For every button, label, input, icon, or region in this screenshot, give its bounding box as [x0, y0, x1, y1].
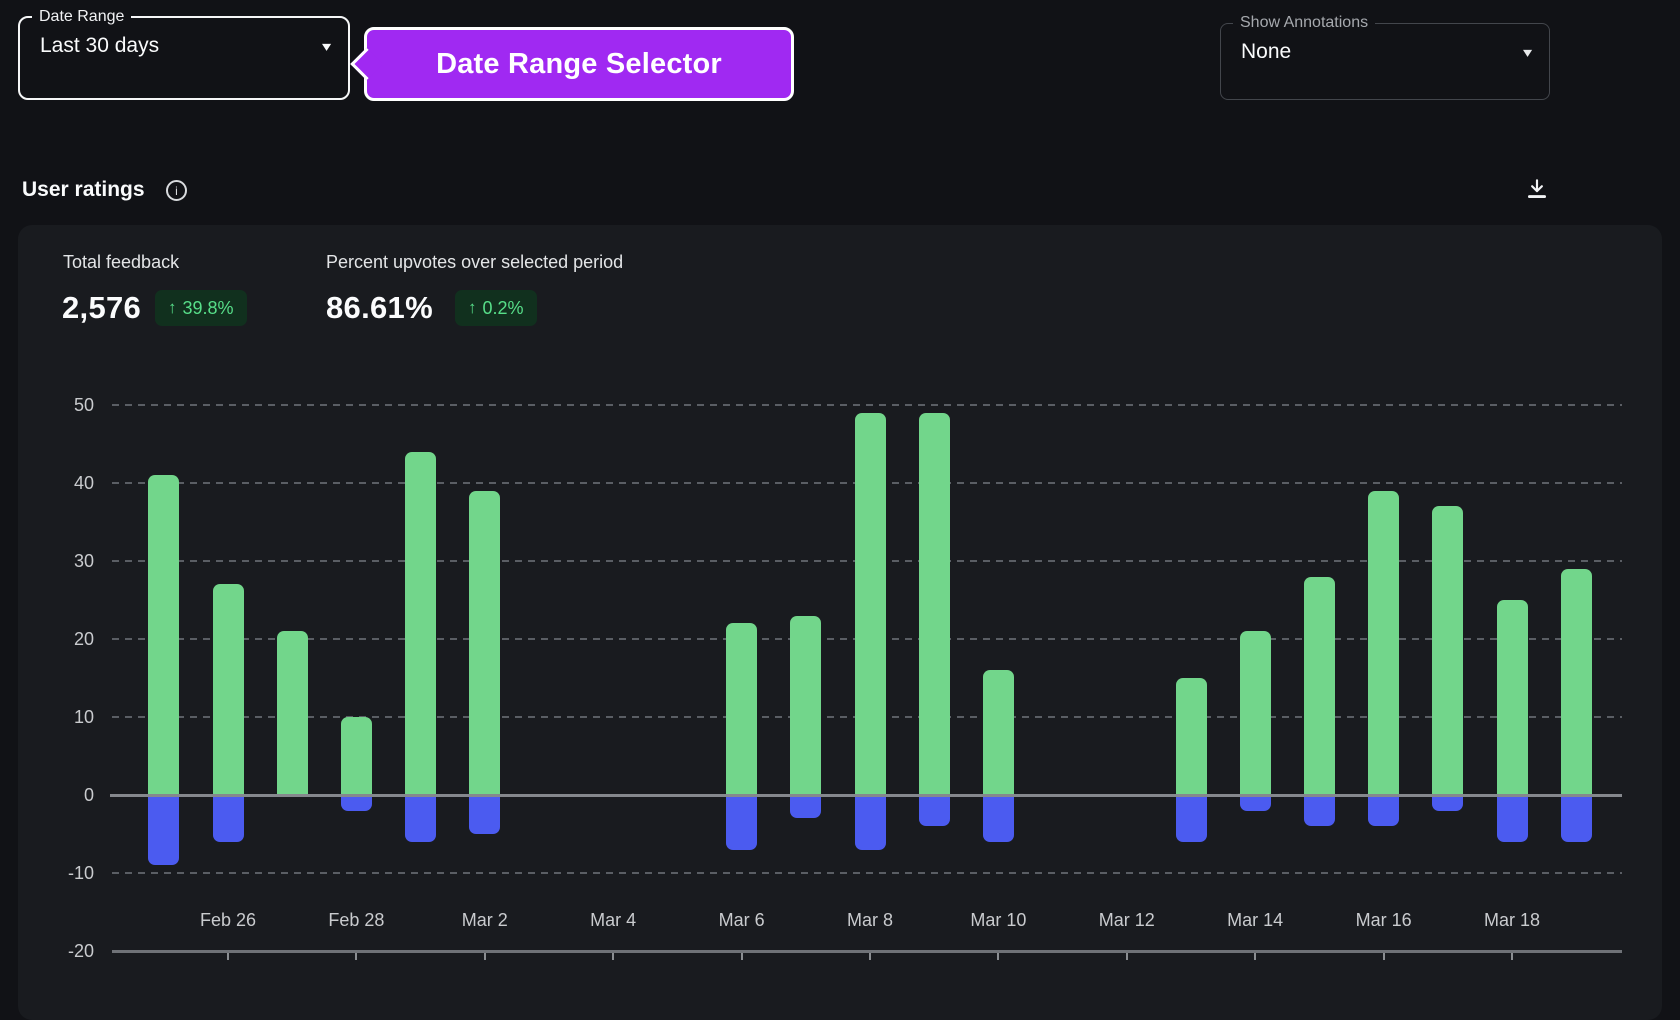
- bar-upvotes[interactable]: [212, 584, 244, 795]
- y-axis-label: -20: [67, 941, 94, 961]
- bar-downvotes[interactable]: [1496, 795, 1528, 842]
- bar-upvotes[interactable]: [854, 412, 886, 795]
- bar-downvotes[interactable]: [1175, 795, 1207, 842]
- percent-upvotes-delta-badge: ↑ 0.2%: [455, 290, 537, 326]
- percent-upvotes-label: Percent upvotes over selected period: [326, 252, 624, 272]
- bar-upvotes[interactable]: [1175, 678, 1207, 795]
- x-axis-tick: [1125, 953, 1128, 960]
- arrow-up-icon: ↑: [168, 298, 177, 317]
- y-axis-label: 50: [73, 395, 94, 415]
- bar-downvotes[interactable]: [854, 795, 886, 850]
- x-axis-label: Mar 6: [718, 910, 765, 930]
- bar-downvotes[interactable]: [469, 795, 501, 834]
- date-range-row[interactable]: Last 30 days ▾: [20, 26, 348, 74]
- x-axis-tick: [1382, 953, 1385, 960]
- y-axis-label: 10: [73, 707, 94, 727]
- x-axis-label: Feb 26: [199, 910, 257, 930]
- callout-left-arrow-icon: [350, 47, 383, 81]
- x-axis-tick: [612, 953, 615, 960]
- bar-upvotes[interactable]: [982, 670, 1014, 795]
- download-icon[interactable]: [1524, 176, 1550, 202]
- page-title: User ratings: [22, 178, 145, 201]
- bar-downvotes[interactable]: [1432, 795, 1464, 811]
- x-axis-label: Mar 10: [970, 910, 1027, 930]
- bar-upvotes[interactable]: [469, 490, 501, 795]
- x-axis-tick: [740, 953, 743, 960]
- x-axis-label: Mar 4: [590, 910, 637, 930]
- bar-upvotes[interactable]: [148, 475, 180, 795]
- y-axis-label: 20: [73, 629, 94, 649]
- x-axis-tick: [1254, 953, 1257, 960]
- x-axis-tick: [227, 953, 229, 960]
- show-annotations-row[interactable]: None ▾: [1221, 32, 1549, 80]
- bar-downvotes[interactable]: [1239, 795, 1271, 811]
- bar-downvotes[interactable]: [212, 795, 244, 842]
- percent-upvotes-value: 86.61%: [326, 290, 433, 325]
- x-axis-label: Mar 18: [1483, 910, 1541, 930]
- total-feedback-delta-badge: ↑ 39.8%: [155, 290, 247, 326]
- x-axis-label: Mar 14: [1227, 910, 1284, 930]
- y-axis-label: 40: [73, 473, 94, 493]
- date-range-selector-callout: Date Range Selector: [350, 27, 794, 101]
- percent-upvotes-delta: 0.2%: [482, 297, 524, 318]
- info-icon[interactable]: i: [166, 180, 187, 201]
- x-axis-label: Mar 16: [1355, 910, 1412, 930]
- show-annotations-value: None: [1241, 40, 1292, 63]
- date-range-label: Date Range: [39, 8, 125, 25]
- bar-downvotes[interactable]: [790, 795, 822, 819]
- x-axis-line: [112, 950, 1622, 953]
- bar-downvotes[interactable]: [1368, 795, 1400, 827]
- user-ratings-card: [18, 225, 1662, 1020]
- bar-upvotes[interactable]: [726, 623, 758, 795]
- x-axis-label: Feb 28: [328, 910, 385, 930]
- x-axis-tick: [869, 953, 871, 960]
- y-axis-label: -10: [67, 863, 94, 883]
- x-axis-label: Mar 8: [846, 910, 893, 930]
- bar-upvotes[interactable]: [918, 412, 950, 795]
- bar-downvotes[interactable]: [726, 795, 758, 850]
- chevron-down-icon: ▾: [321, 37, 332, 54]
- x-axis-tick: [483, 953, 486, 960]
- bar-downvotes[interactable]: [148, 795, 180, 866]
- x-axis-label: Mar 2: [461, 910, 508, 930]
- zero-axis-line: [110, 794, 1622, 797]
- bar-upvotes[interactable]: [340, 717, 372, 795]
- bar-upvotes[interactable]: [276, 631, 308, 795]
- date-range-value: Last 30 days: [40, 34, 160, 57]
- x-axis-label: Mar 12: [1098, 910, 1155, 930]
- show-annotations-label: Show Annotations: [1240, 14, 1369, 31]
- bar-upvotes[interactable]: [1368, 490, 1400, 795]
- y-axis-label: 0: [83, 785, 94, 805]
- bar-downvotes[interactable]: [405, 795, 437, 842]
- gridline: [112, 404, 1622, 406]
- date-range-select[interactable]: Date Range Last 30 days ▾: [18, 8, 350, 100]
- arrow-up-icon: ↑: [468, 298, 477, 317]
- show-annotations-select[interactable]: Show Annotations None ▾: [1220, 14, 1550, 100]
- chevron-down-icon: ▾: [1522, 43, 1533, 60]
- bar-downvotes[interactable]: [982, 795, 1014, 842]
- total-feedback-delta: 39.8%: [182, 297, 234, 318]
- total-feedback-label: Total feedback: [63, 252, 180, 272]
- bar-upvotes[interactable]: [1432, 506, 1464, 795]
- bar-upvotes[interactable]: [1303, 576, 1335, 795]
- bar-upvotes[interactable]: [790, 615, 822, 795]
- x-axis-tick: [355, 953, 358, 960]
- total-feedback-value: 2,576: [62, 290, 142, 325]
- y-axis-label: 30: [73, 551, 94, 571]
- callout-text: Date Range Selector: [436, 47, 722, 80]
- bar-downvotes[interactable]: [1560, 795, 1592, 842]
- bar-downvotes[interactable]: [918, 795, 950, 827]
- x-axis-tick: [997, 953, 1000, 960]
- bar-downvotes[interactable]: [1303, 795, 1335, 827]
- bar-upvotes[interactable]: [405, 451, 437, 795]
- gridline: [112, 872, 1622, 874]
- bar-downvotes[interactable]: [340, 795, 372, 811]
- x-axis-tick: [1511, 953, 1513, 960]
- bar-upvotes[interactable]: [1496, 600, 1528, 795]
- bar-upvotes[interactable]: [1239, 631, 1271, 795]
- bar-upvotes[interactable]: [1560, 568, 1592, 795]
